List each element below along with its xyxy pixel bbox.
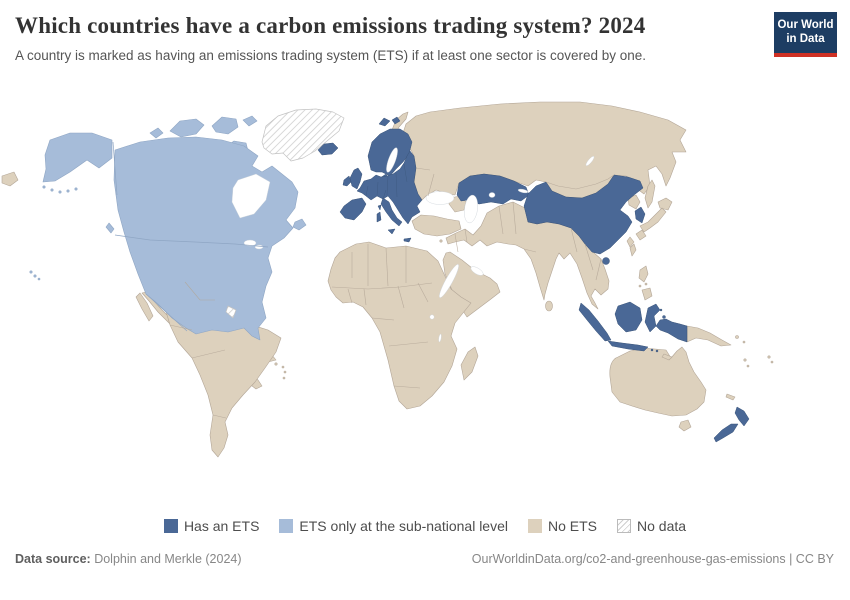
chart-header: Which countries have a carbon emissions … — [0, 0, 850, 64]
country-turkey — [411, 214, 462, 237]
country-iceland — [317, 143, 339, 156]
choropleth-svg[interactable] — [0, 100, 850, 500]
legend-item-no-ets[interactable]: No ETS — [528, 518, 597, 534]
legend-label: No data — [637, 518, 687, 535]
legend-item-subnational[interactable]: ETS only at the sub-national level — [279, 518, 508, 534]
region-subnational-ets[interactable] — [29, 115, 307, 341]
borders-europe — [365, 164, 408, 200]
legend-swatch-has-ets — [163, 519, 178, 534]
legend-label: Has an ETS — [183, 518, 260, 535]
world-map[interactable] — [0, 100, 850, 500]
legend-swatch-subnational — [279, 519, 294, 534]
country-japan — [657, 197, 673, 211]
owid-logo-text: Our World in Data — [774, 12, 837, 53]
country-indonesia — [578, 303, 612, 342]
country-south-korea — [634, 207, 646, 224]
data-source: Data source: Dolphin and Merkle (2024) — [15, 552, 242, 566]
legend-swatch-no-ets — [528, 519, 542, 534]
inland-seas — [231, 147, 595, 343]
country-united-kingdom — [349, 168, 363, 190]
country-papua-new-guinea — [686, 325, 732, 347]
data-source-label: Data source: — [15, 552, 91, 567]
country-new-zealand — [734, 407, 750, 427]
borders-tan-regions — [169, 167, 615, 419]
page-title: Which countries have a carbon emissions … — [15, 13, 646, 38]
country-greenland — [261, 108, 345, 162]
country-philippines — [638, 265, 649, 283]
borders-north-america — [112, 142, 269, 332]
region-has-ets[interactable] — [317, 117, 750, 443]
legend-label: ETS only at the sub-national level — [299, 518, 508, 535]
region-africa — [327, 241, 472, 410]
legend-swatch-no-data — [617, 519, 632, 534]
legend-item-has-ets[interactable]: Has an ETS — [163, 518, 260, 535]
chart-subtitle: A country is marked as having an emissio… — [15, 47, 647, 63]
data-source-value: Dolphin and Merkle (2024) — [90, 552, 242, 567]
legend-label: No ETS — [548, 518, 598, 535]
region-no-data[interactable] — [225, 108, 345, 319]
owid-logo[interactable]: Our World in Data — [774, 12, 837, 57]
owid-logo-red-bar — [774, 52, 837, 57]
map-legend: Has an ETS ETS only at the sub-national … — [0, 518, 850, 534]
license-link[interactable]: OurWorldinData.org/co2-and-greenhouse-ga… — [471, 552, 834, 567]
country-australia — [609, 346, 707, 417]
chart-footer: Data source: Dolphin and Merkle (2024) O… — [0, 552, 850, 566]
country-china — [523, 175, 644, 255]
legend-item-no-data[interactable]: No data — [617, 518, 686, 534]
region-europe — [367, 129, 413, 177]
